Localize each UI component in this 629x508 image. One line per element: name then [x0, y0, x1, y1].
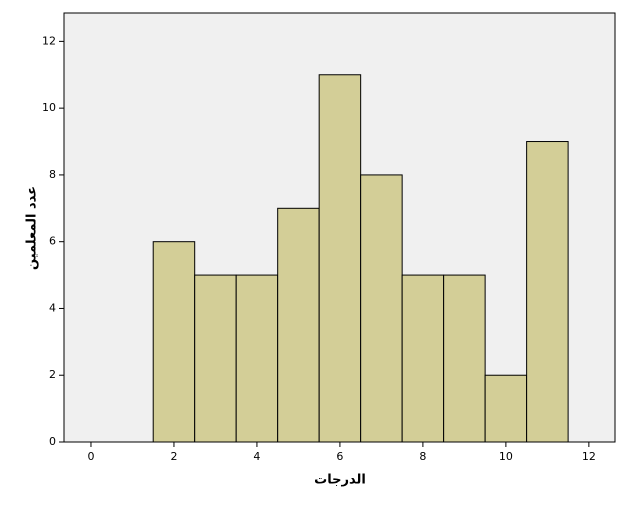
bar: [526, 141, 569, 443]
x-tick-label: 12: [582, 450, 596, 463]
bar: [401, 274, 445, 443]
bar: [152, 241, 196, 443]
y-tick-label: 4: [49, 301, 56, 314]
y-tick-label: 8: [49, 168, 56, 181]
y-axis-title: عدد المعلمين: [25, 186, 40, 270]
x-tick-label: 0: [87, 450, 94, 463]
bar: [194, 274, 237, 443]
x-tick-label: 4: [253, 450, 260, 463]
y-tick-label: 6: [49, 235, 56, 248]
x-tick-label: 8: [419, 450, 426, 463]
y-tick-label: 12: [42, 34, 56, 47]
bar: [235, 274, 279, 443]
y-tick-label: 2: [49, 368, 56, 381]
x-tick-label: 2: [170, 450, 177, 463]
bar: [360, 174, 403, 443]
x-axis-title: الدرجات: [314, 473, 366, 488]
bar: [484, 374, 528, 443]
x-tick-label: 10: [499, 450, 513, 463]
y-tick-label: 0: [49, 435, 56, 448]
bar: [277, 207, 320, 443]
bar: [443, 274, 486, 443]
y-tick-label: 10: [42, 101, 56, 114]
x-tick-label: 6: [336, 450, 343, 463]
bar: [318, 74, 362, 443]
